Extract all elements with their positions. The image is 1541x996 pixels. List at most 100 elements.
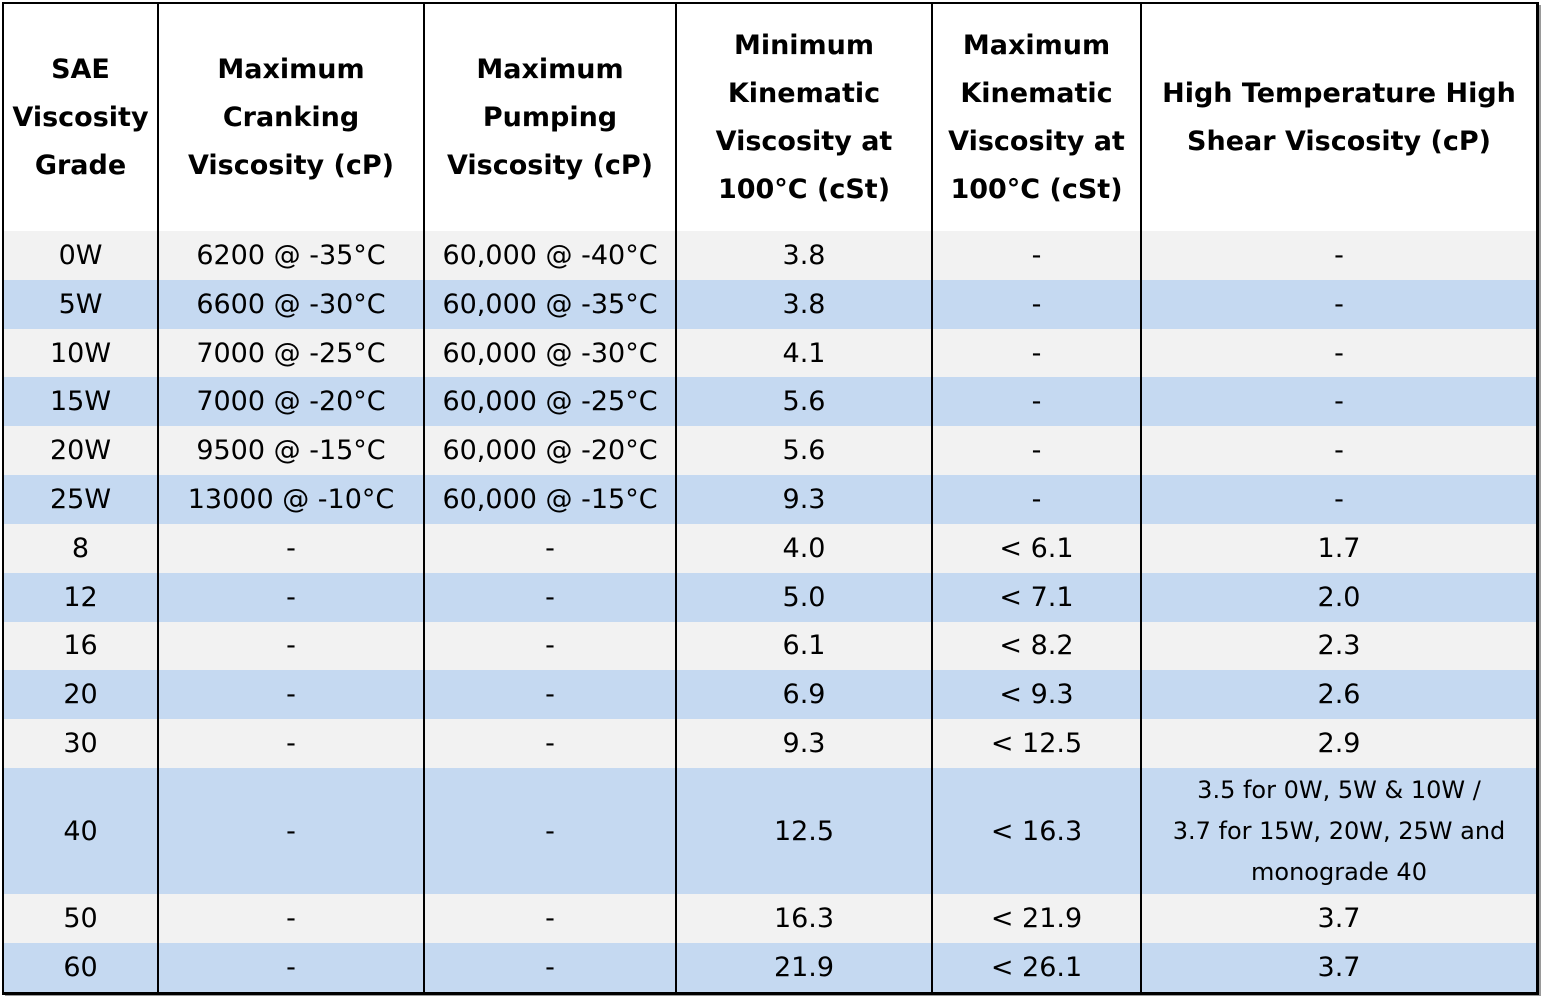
table-row: 10W 7000 @ -25°C 60,000 @ -30°C 4.1 - -	[4, 328, 1536, 378]
cell-min-kinematic: 4.1	[675, 328, 932, 378]
cell-hths: -	[1140, 328, 1536, 378]
cell-pumping: -	[423, 572, 676, 622]
table-row: 30 - - 9.3 < 12.5 2.9	[4, 719, 1536, 768]
cell-hths: 2.9	[1140, 719, 1536, 768]
cell-max-kinematic: -	[931, 279, 1141, 329]
cell-max-kinematic: -	[931, 377, 1141, 427]
table-body: 0W 6200 @ -35°C 60,000 @ -40°C 3.8 - - 5…	[4, 231, 1536, 992]
header-max-kinematic: Maximum Kinematic Viscosity at 100°C (cS…	[931, 4, 1141, 231]
cell-hths: 1.7	[1140, 523, 1536, 573]
header-hths: High Temperature High Shear Viscosity (c…	[1140, 4, 1536, 231]
cell-max-kinematic: -	[931, 475, 1141, 524]
cell-cranking: -	[157, 621, 424, 671]
cell-hths: 2.3	[1140, 621, 1536, 671]
cell-grade: 16	[4, 621, 158, 671]
table-row: 25W 13000 @ -10°C 60,000 @ -15°C 9.3 - -	[4, 475, 1536, 524]
cell-pumping: 60,000 @ -15°C	[423, 475, 676, 524]
table-row: 8 - - 4.0 < 6.1 1.7	[4, 523, 1536, 573]
cell-cranking: -	[157, 894, 424, 944]
table-row: 0W 6200 @ -35°C 60,000 @ -40°C 3.8 - -	[4, 231, 1536, 280]
cell-pumping: 60,000 @ -35°C	[423, 279, 676, 329]
cell-max-kinematic: < 26.1	[931, 943, 1141, 992]
cell-hths: 2.6	[1140, 670, 1536, 720]
cell-max-kinematic: < 6.1	[931, 523, 1141, 573]
header-max-cranking: Maximum Cranking Viscosity (cP)	[157, 4, 424, 231]
cell-max-kinematic: < 9.3	[931, 670, 1141, 720]
cell-cranking: 7000 @ -25°C	[157, 328, 424, 378]
cell-cranking: -	[157, 943, 424, 992]
cell-hths: 3.7	[1140, 894, 1536, 944]
cell-pumping: -	[423, 894, 676, 944]
cell-min-kinematic: 5.6	[675, 377, 932, 427]
cell-max-kinematic: < 16.3	[931, 767, 1141, 895]
cell-cranking: -	[157, 670, 424, 720]
table-row: 20W 9500 @ -15°C 60,000 @ -20°C 5.6 - -	[4, 426, 1536, 476]
table-header: SAE Viscosity Grade Maximum Cranking Vis…	[4, 4, 1536, 231]
cell-min-kinematic: 12.5	[675, 767, 932, 895]
table-row: 60 - - 21.9 < 26.1 3.7	[4, 943, 1536, 992]
cell-pumping: 60,000 @ -25°C	[423, 377, 676, 427]
cell-min-kinematic: 6.9	[675, 670, 932, 720]
cell-pumping: -	[423, 943, 676, 992]
cell-grade: 0W	[4, 231, 158, 280]
cell-max-kinematic: < 12.5	[931, 719, 1141, 768]
cell-grade: 30	[4, 719, 158, 768]
table-row: 50 - - 16.3 < 21.9 3.7	[4, 894, 1536, 944]
cell-grade: 10W	[4, 328, 158, 378]
cell-max-kinematic: -	[931, 231, 1141, 280]
table-row: 40 - - 12.5 < 16.3 3.5 for 0W, 5W & 10W …	[4, 767, 1536, 895]
cell-pumping: 60,000 @ -40°C	[423, 231, 676, 280]
cell-pumping: -	[423, 719, 676, 768]
cell-hths: -	[1140, 231, 1536, 280]
cell-max-kinematic: -	[931, 328, 1141, 378]
header-sae-grade: SAE Viscosity Grade	[4, 4, 158, 231]
cell-hths: -	[1140, 475, 1536, 524]
cell-hths-note: 3.5 for 0W, 5W & 10W / 3.7 for 15W, 20W,…	[1140, 767, 1536, 895]
cell-grade: 15W	[4, 377, 158, 427]
cell-max-kinematic: < 7.1	[931, 572, 1141, 622]
cell-pumping: -	[423, 670, 676, 720]
cell-min-kinematic: 9.3	[675, 719, 932, 768]
cell-min-kinematic: 5.6	[675, 426, 932, 476]
cell-min-kinematic: 21.9	[675, 943, 932, 992]
header-row: SAE Viscosity Grade Maximum Cranking Vis…	[4, 4, 1536, 231]
cell-cranking: 6200 @ -35°C	[157, 231, 424, 280]
cell-min-kinematic: 6.1	[675, 621, 932, 671]
cell-min-kinematic: 3.8	[675, 231, 932, 280]
cell-pumping: -	[423, 621, 676, 671]
header-min-kinematic: Minimum Kinematic Viscosity at 100°C (cS…	[675, 4, 932, 231]
cell-max-kinematic: < 8.2	[931, 621, 1141, 671]
cell-grade: 12	[4, 572, 158, 622]
cell-hths: 3.7	[1140, 943, 1536, 992]
cell-grade: 60	[4, 943, 158, 992]
cell-min-kinematic: 3.8	[675, 279, 932, 329]
table-row: 5W 6600 @ -30°C 60,000 @ -35°C 3.8 - -	[4, 279, 1536, 329]
cell-hths: -	[1140, 377, 1536, 427]
cell-grade: 50	[4, 894, 158, 944]
cell-max-kinematic: < 21.9	[931, 894, 1141, 944]
cell-pumping: 60,000 @ -20°C	[423, 426, 676, 476]
cell-grade: 20W	[4, 426, 158, 476]
cell-grade: 20	[4, 670, 158, 720]
table-row: 12 - - 5.0 < 7.1 2.0	[4, 572, 1536, 622]
table-row: 15W 7000 @ -20°C 60,000 @ -25°C 5.6 - -	[4, 377, 1536, 427]
cell-cranking: -	[157, 767, 424, 895]
cell-pumping: -	[423, 523, 676, 573]
cell-min-kinematic: 16.3	[675, 894, 932, 944]
cell-grade: 8	[4, 523, 158, 573]
cell-cranking: 6600 @ -30°C	[157, 279, 424, 329]
cell-pumping: -	[423, 767, 676, 895]
cell-cranking: -	[157, 572, 424, 622]
cell-cranking: -	[157, 719, 424, 768]
cell-min-kinematic: 9.3	[675, 475, 932, 524]
cell-min-kinematic: 4.0	[675, 523, 932, 573]
cell-grade: 25W	[4, 475, 158, 524]
table-row: 16 - - 6.1 < 8.2 2.3	[4, 621, 1536, 671]
cell-hths: -	[1140, 426, 1536, 476]
cell-pumping: 60,000 @ -30°C	[423, 328, 676, 378]
cell-min-kinematic: 5.0	[675, 572, 932, 622]
cell-hths: -	[1140, 279, 1536, 329]
cell-cranking: -	[157, 523, 424, 573]
table-row: 20 - - 6.9 < 9.3 2.6	[4, 670, 1536, 720]
